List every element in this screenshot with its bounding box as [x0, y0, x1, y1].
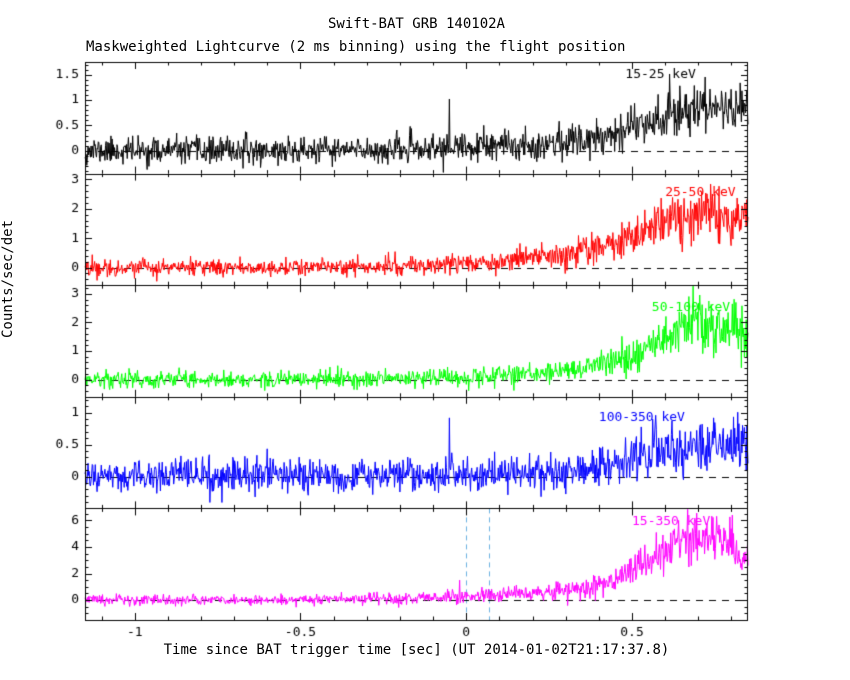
chart-title: Swift-BAT GRB 140102A — [327, 16, 505, 32]
x-axis-label: Time since BAT trigger time [sec] (UT 20… — [163, 642, 670, 658]
chart-subtitle: Maskweighted Lightcurve (2 ms binning) u… — [86, 39, 626, 55]
y-axis-label: Counts/sec/det — [0, 220, 16, 339]
